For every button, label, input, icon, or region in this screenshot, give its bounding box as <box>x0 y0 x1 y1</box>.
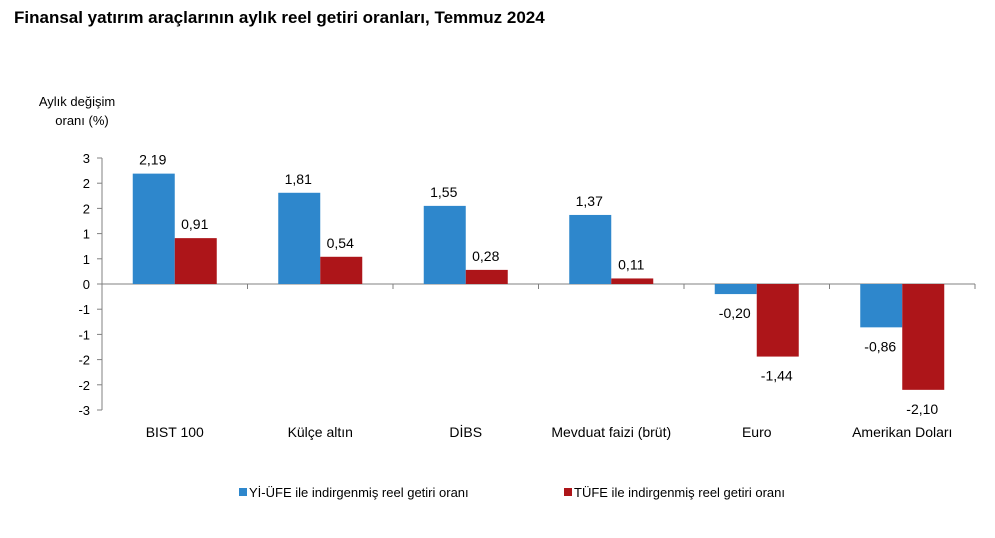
bar <box>756 284 799 357</box>
legend-label: Yİ-ÜFE ile indirgenmiş reel getiri oranı <box>249 485 469 500</box>
data-label: 2,19 <box>139 152 166 168</box>
bar <box>174 238 217 284</box>
bar <box>465 269 508 284</box>
bar <box>714 284 757 295</box>
y-tick-label: -1 <box>78 302 90 317</box>
y-axis-label-line1: Aylık değişim <box>39 94 115 109</box>
legend: Yİ-ÜFE ile indirgenmiş reel getiri oranı… <box>239 485 785 500</box>
legend-label: TÜFE ile indirgenmiş reel getiri oranı <box>574 485 785 500</box>
bar <box>569 214 612 284</box>
x-category-label: Euro <box>742 424 772 440</box>
data-label: 0,28 <box>472 248 499 264</box>
data-label: -2,10 <box>906 401 938 417</box>
chart-title: Finansal yatırım araçlarının aylık reel … <box>14 8 545 27</box>
bar <box>860 284 903 328</box>
x-category-label: DİBS <box>449 423 482 440</box>
y-tick-label: 3 <box>83 151 90 166</box>
data-label: 1,55 <box>430 184 457 200</box>
y-tick-label: 2 <box>83 176 90 191</box>
data-label: -0,86 <box>864 338 896 354</box>
x-category-label: Külçe altın <box>288 424 353 440</box>
data-label: -0,20 <box>719 305 751 321</box>
data-label: 0,54 <box>327 235 354 251</box>
y-tick-label: -2 <box>78 378 90 393</box>
data-label: 1,81 <box>285 171 312 187</box>
data-label: -1,44 <box>761 368 793 384</box>
bar <box>320 256 363 284</box>
x-category-label: Mevduat faizi (brüt) <box>551 424 671 440</box>
axes: 3 2 2 1 1 0 -1 -1 -2 -2 -3 BIST 100 Külçe altın DİBS M… <box>78 151 976 440</box>
bar <box>278 192 321 284</box>
y-tick-label: -1 <box>78 327 90 342</box>
bar <box>902 284 945 390</box>
y-tick-label: 0 <box>83 277 90 292</box>
bars <box>132 173 945 390</box>
data-labels: 2,19 0,91 1,81 0,54 1,55 0,28 1,37 0,11 -0,20 -1,… <box>139 152 938 417</box>
x-category-label: Amerikan Doları <box>852 424 952 440</box>
y-axis-label-line2: oranı (%) <box>55 113 108 128</box>
data-label: 0,91 <box>181 216 208 232</box>
x-category-label: BIST 100 <box>146 424 204 440</box>
y-tick-label: -3 <box>78 403 90 418</box>
bar <box>611 278 654 284</box>
y-tick-label: -2 <box>78 353 90 368</box>
y-tick-label: 2 <box>83 201 90 216</box>
y-tick-label: 1 <box>83 252 90 267</box>
bar <box>423 205 466 284</box>
data-label: 0,11 <box>618 256 644 272</box>
legend-swatch <box>564 488 572 496</box>
bar <box>132 173 175 284</box>
data-label: 1,37 <box>576 193 603 209</box>
y-tick-label: 1 <box>83 227 90 242</box>
legend-swatch <box>239 488 247 496</box>
